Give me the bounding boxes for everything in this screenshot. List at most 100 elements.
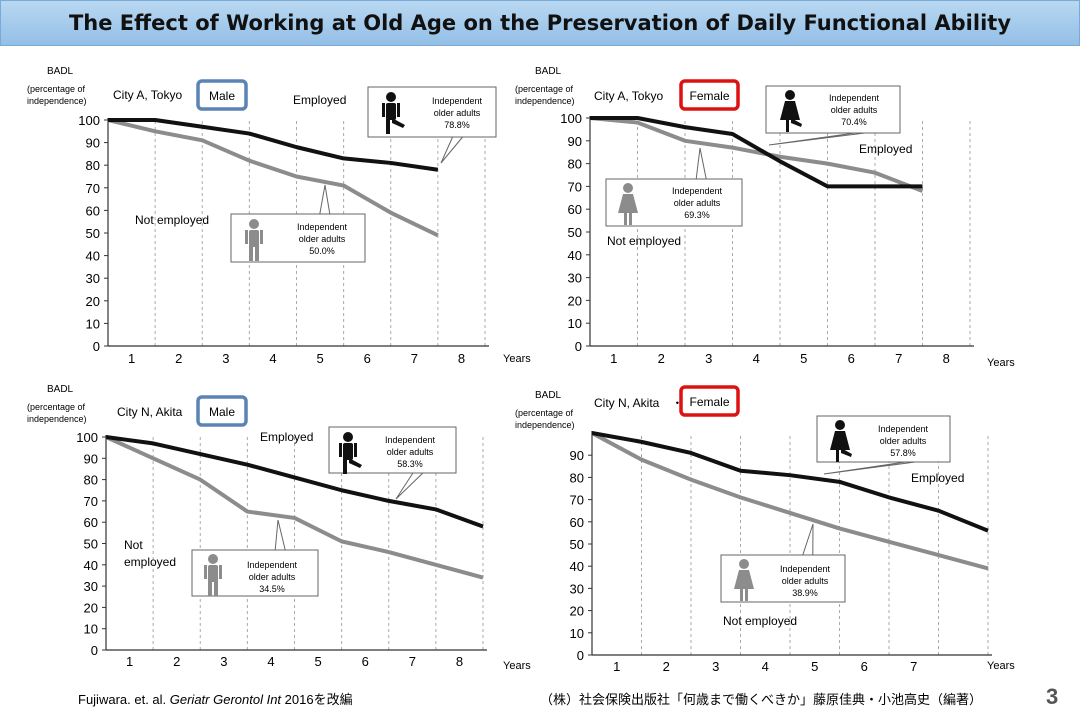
callout-text: Independent — [432, 96, 483, 106]
callout-text: Independent — [829, 93, 880, 103]
y-tick-label: 0 — [577, 648, 584, 663]
y-tick-label: 80 — [570, 470, 584, 485]
callout-text: older adults — [782, 576, 829, 586]
citation: Fujiwara. et. al. Geriatr Gerontol Int 2… — [78, 689, 353, 708]
callout-text: older adults — [880, 436, 927, 446]
y-tick-label: 80 — [84, 473, 98, 488]
y-label-line: independence) — [515, 420, 575, 430]
y-tick-label: 50 — [570, 537, 584, 552]
callout-employed: Independent older adults 70.4% — [765, 85, 901, 146]
woman-icon — [618, 183, 638, 225]
x-tick-label: 1 — [126, 654, 133, 669]
city-label: City A, Tokyo — [113, 88, 182, 102]
woman-icon — [734, 559, 754, 601]
x-tick-label: 5 — [316, 351, 323, 366]
x-tick-label: 4 — [269, 351, 276, 366]
y-tick-label: 90 — [86, 136, 100, 151]
y-tick-label: 60 — [84, 515, 98, 530]
woman-icon — [830, 420, 852, 462]
x-tick-label: 5 — [314, 654, 321, 669]
y-label-line: independence) — [515, 96, 575, 106]
series-label: Not employed — [135, 213, 209, 227]
series-label: Employed — [260, 430, 313, 444]
callout-text: older adults — [299, 234, 346, 244]
callout-text: Independent — [780, 564, 831, 574]
y-tick-label: 80 — [86, 158, 100, 173]
y-tick-label: 70 — [570, 493, 584, 508]
x-tick-label: 5 — [811, 659, 818, 674]
x-unit-label: Years — [987, 357, 1015, 369]
sex-label: Female — [689, 89, 729, 103]
y-label-line: BADL — [535, 390, 562, 401]
y-tick-label: 40 — [86, 249, 100, 264]
y-label-line: (percentage of — [515, 84, 574, 94]
callout-text: 78.8% — [444, 120, 470, 130]
callout-text: 57.8% — [890, 448, 916, 458]
y-tick-label: 10 — [568, 316, 582, 331]
callout-pointer — [319, 184, 331, 215]
callout-pointer — [395, 472, 424, 500]
x-tick-label: 1 — [610, 351, 617, 366]
x-tick-label: 5 — [800, 351, 807, 366]
y-label-line: (percentage of — [515, 408, 574, 418]
x-tick-label: 2 — [663, 659, 670, 674]
y-tick-label: 30 — [84, 579, 98, 594]
callout-not-employed: Independent older adults 38.9% — [720, 523, 846, 603]
man-icon — [204, 554, 222, 596]
callout-not-employed: Independent older adults 69.3% — [605, 147, 743, 227]
sex-label: Female — [689, 395, 729, 409]
city-label: City N, Akita — [117, 405, 183, 419]
callout-text: older adults — [249, 572, 296, 582]
y-axis-label: BADL (percentage of independence) — [515, 390, 575, 430]
series-line-employed — [590, 116, 923, 189]
y-tick-label: 70 — [86, 181, 100, 196]
page-number: 3 — [1046, 684, 1059, 709]
chart-panel-3: 0 10 20 30 40 50 60 70 80 90 100 1 2 3 4 5 6 7 8 Years BADL (… — [27, 384, 531, 672]
citation-year: 2016を改編 — [281, 692, 353, 707]
y-tick-label: 40 — [568, 248, 582, 263]
y-tick-label: 70 — [568, 179, 582, 194]
series-line-employed — [105, 435, 484, 529]
callout-not-employed: Independent older adults 50.0% — [230, 184, 366, 263]
y-tick-label: 30 — [570, 581, 584, 596]
y-tick-label: 90 — [84, 451, 98, 466]
y-label-line: (percentage of — [27, 402, 86, 412]
x-unit-label: Years — [987, 660, 1015, 672]
y-tick-label: 50 — [86, 226, 100, 241]
y-tick-label: 30 — [568, 271, 582, 286]
man-icon — [382, 92, 405, 134]
y-tick-label: 20 — [570, 604, 584, 619]
x-tick-label: 2 — [658, 351, 665, 366]
callout-text: 58.3% — [397, 459, 423, 469]
series-label: Employed — [293, 93, 346, 107]
x-tick-label: 6 — [848, 351, 855, 366]
x-tick-label: 4 — [762, 659, 769, 674]
series-line-not-employed — [107, 118, 439, 238]
y-label-line: BADL — [47, 384, 74, 395]
callout-text: older adults — [831, 105, 878, 115]
callout-text: older adults — [674, 198, 721, 208]
page-title: The Effect of Working at Old Age on the … — [68, 11, 1012, 35]
callout-employed: Independent older adults 78.8% — [367, 86, 497, 164]
y-axis-label: BADL (percentage of independence) — [515, 66, 575, 106]
callout-text: older adults — [387, 447, 434, 457]
city-label: City A, Tokyo ・ — [594, 89, 687, 103]
series-line-not-employed — [105, 435, 484, 580]
y-tick-label: 80 — [568, 157, 582, 172]
series-line-not-employed — [591, 431, 989, 571]
x-tick-label: 6 — [364, 351, 371, 366]
y-tick-label: 90 — [570, 448, 584, 463]
x-tick-label: 6 — [362, 654, 369, 669]
sex-badge — [679, 79, 740, 111]
x-tick-label: 3 — [705, 351, 712, 366]
y-tick-label: 30 — [86, 271, 100, 286]
citation-journal: Geriatr Gerontol Int — [169, 692, 282, 707]
source-credit: （株）社会保険出版社「何歳まで働くべきか」藤原佳典・小池高史（編著） — [540, 693, 983, 708]
y-tick-label: 0 — [575, 339, 582, 354]
x-unit-label: Years — [503, 353, 531, 365]
x-tick-label: 8 — [456, 654, 463, 669]
x-tick-label: 8 — [943, 351, 950, 366]
y-tick-label: 10 — [86, 316, 100, 331]
callout-pointer — [802, 523, 814, 556]
